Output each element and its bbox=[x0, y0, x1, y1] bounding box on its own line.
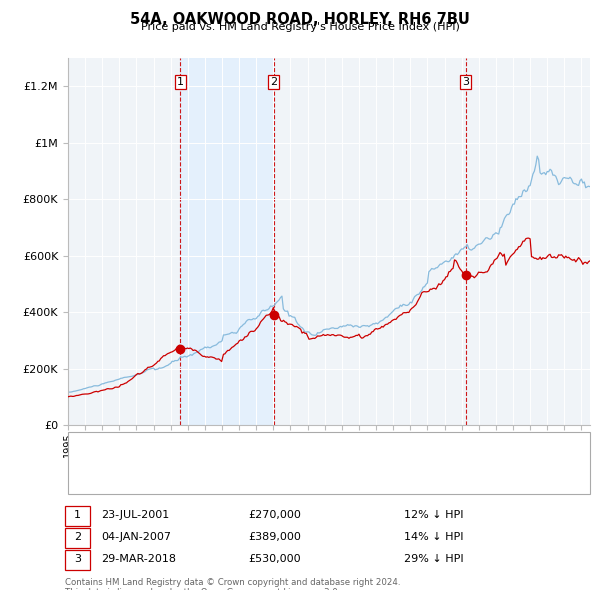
Text: 2: 2 bbox=[74, 532, 81, 542]
Text: 54A, OAKWOOD ROAD, HORLEY, RH6 7BU (detached house): 54A, OAKWOOD ROAD, HORLEY, RH6 7BU (deta… bbox=[107, 445, 420, 455]
Text: 12% ↓ HPI: 12% ↓ HPI bbox=[404, 510, 464, 520]
Text: £270,000: £270,000 bbox=[248, 510, 301, 520]
Text: £530,000: £530,000 bbox=[248, 554, 301, 564]
Text: £389,000: £389,000 bbox=[248, 532, 301, 542]
Text: 2: 2 bbox=[270, 77, 277, 87]
Text: ——: —— bbox=[77, 445, 100, 455]
Text: 54A, OAKWOOD ROAD, HORLEY, RH6 7BU: 54A, OAKWOOD ROAD, HORLEY, RH6 7BU bbox=[130, 12, 470, 27]
Text: Price paid vs. HM Land Registry's House Price Index (HPI): Price paid vs. HM Land Registry's House … bbox=[140, 22, 460, 32]
Text: Contains HM Land Registry data © Crown copyright and database right 2024.
This d: Contains HM Land Registry data © Crown c… bbox=[65, 578, 401, 590]
Text: HPI: Average price, detached house, Reigate and Banstead: HPI: Average price, detached house, Reig… bbox=[107, 471, 415, 481]
Text: 14% ↓ HPI: 14% ↓ HPI bbox=[404, 532, 464, 542]
Text: 3: 3 bbox=[74, 554, 81, 564]
Text: ——: —— bbox=[77, 471, 100, 481]
Text: 04-JAN-2007: 04-JAN-2007 bbox=[101, 532, 171, 542]
Text: 1: 1 bbox=[177, 77, 184, 87]
Text: 3: 3 bbox=[462, 77, 469, 87]
Bar bbox=[180, 58, 274, 425]
Text: 23-JUL-2001: 23-JUL-2001 bbox=[101, 510, 169, 520]
Text: 1: 1 bbox=[74, 510, 81, 520]
Text: 29-MAR-2018: 29-MAR-2018 bbox=[101, 554, 176, 564]
Text: 29% ↓ HPI: 29% ↓ HPI bbox=[404, 554, 464, 564]
